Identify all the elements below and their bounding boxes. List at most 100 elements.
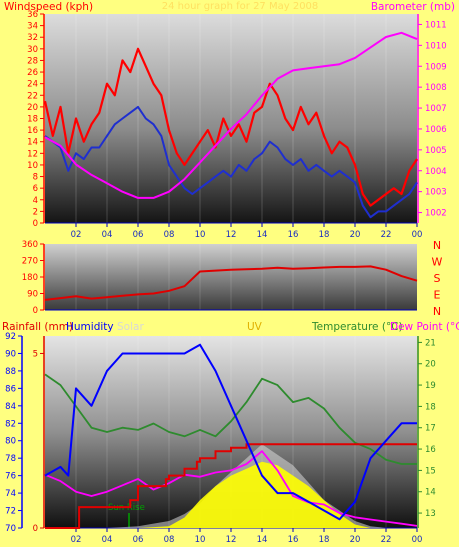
wind-x-tick-label: 22 [381,230,392,240]
rh-x-tick-label: 18 [319,535,330,543]
humidity-series [44,343,417,521]
temperature-tick-label: 20 [425,360,436,370]
humidity-axis-label: Humidity [66,321,114,333]
barometer-tick-label: 1008 [425,83,447,93]
wind-x-tick-label: 10 [195,230,206,240]
solar-label: Solar [117,321,144,333]
wind-x-tick-label: 06 [133,230,144,240]
windspeed-tick-label: 34 [27,22,38,32]
compass-letter-s: S [434,272,441,285]
compass-letter-n: N [433,305,441,318]
temperature-tick-label: 13 [425,509,436,519]
wind-x-tick-label: 18 [319,230,330,240]
wind-direction-series [44,265,418,301]
humidity-tick-label: 92 [5,332,16,342]
rh-x-tick-label: 00 [412,535,423,543]
temperature-series [44,373,417,465]
wind-x-tick-label: 04 [102,230,113,240]
windspeed-tick-label: 16 [27,126,38,136]
rh-x-tick-label: 08 [164,535,175,543]
direction-tick-label: 360 [22,240,38,250]
barometer-tick-label: 1009 [425,62,447,72]
windspeed-tick-label: 36 [27,10,38,20]
windspeed-tick-label: 20 [27,103,38,113]
temperature-axis-label: Temperature (°C) [311,321,403,333]
humidity-tick-label: 72 [5,507,16,517]
windspeed-tick-label: 22 [27,91,38,101]
direction-plot-area [45,244,417,310]
rainfall-axis-label: Rainfall (mm) [2,321,73,333]
direction-tick-label: 270 [22,257,38,267]
wind-x-tick-label: 12 [226,230,237,240]
wind-plot-area [45,14,417,223]
temperature-tick-label: 18 [425,402,436,412]
humidity-tick-label: 90 [5,349,16,359]
barometer-tick-label: 1010 [425,41,447,51]
uv-label: UV [247,321,263,333]
wind-x-tick-label: 08 [164,230,175,240]
barometer-tick-label: 1004 [425,167,447,177]
temperature-tick-label: 15 [425,466,436,476]
rh-x-tick-label: 10 [195,535,206,543]
compass-letter-n: N [433,239,441,252]
humidity-tick-label: 86 [5,384,16,394]
rh-x-tick-label: 16 [288,535,299,543]
rh-x-tick-label: 02 [71,535,82,543]
windspeed-tick-label: 30 [27,45,38,55]
windspeed-tick-label: 32 [27,33,38,43]
barometer-axis-label: Barometer (mb) [371,1,455,13]
rh-x-tick-label: 12 [226,535,237,543]
windspeed-tick-label: 0 [33,219,38,229]
wind-average-series [44,105,418,219]
compass-letter-e: E [434,289,441,302]
temperature-tick-label: 19 [425,381,436,391]
barometer-tick-label: 1011 [425,20,447,30]
humidity-tick-label: 88 [5,367,16,377]
windspeed-tick-label: 18 [27,115,38,125]
rh-x-tick-label: 06 [133,535,144,543]
temperature-tick-label: 17 [425,424,436,434]
barometer-tick-label: 1005 [425,146,447,156]
rainfall-series [45,443,417,529]
humidity-tick-label: 74 [5,489,16,499]
wind-x-tick-label: 20 [350,230,361,240]
barometer-series [44,31,418,199]
graph-title: 24 hour graph for 27 May 2008 [162,1,319,12]
wind-x-tick-label: 02 [71,230,82,240]
wind-x-tick-label: 16 [288,230,299,240]
rainfall-tick-label: 0 [33,524,38,534]
humidity-tick-label: 76 [5,472,16,482]
rainfall-tick-label: 5 [33,349,38,359]
compass-letter-w: W [432,256,443,269]
rh-x-tick-label: 04 [102,535,113,543]
windspeed-tick-label: 4 [33,196,38,206]
humidity-tick-label: 84 [5,402,16,412]
wind-x-tick-label: 00 [412,230,423,240]
temperature-tick-label: 14 [425,488,436,498]
humidity-tick-label: 82 [5,419,16,429]
humidity-tick-label: 78 [5,454,16,464]
windspeed-axis-label: Windspeed (kph) [4,1,93,13]
direction-tick-label: 0 [33,306,38,316]
humidity-tick-label: 80 [5,437,16,447]
windspeed-tick-label: 14 [27,138,38,148]
dewpoint-axis-label: Dew Point (°C) [390,321,459,333]
barometer-tick-label: 1006 [425,125,447,135]
windspeed-tick-label: 6 [33,184,38,194]
temperature-tick-label: 21 [425,338,436,348]
temperature-tick-label: 16 [425,445,436,455]
barometer-tick-label: 1003 [425,188,447,198]
rh-x-tick-label: 20 [350,535,361,543]
barometer-tick-label: 1002 [425,209,447,219]
windspeed-tick-label: 24 [27,80,38,90]
direction-tick-label: 90 [27,290,38,300]
windspeed-tick-label: 26 [27,68,38,78]
windspeed-tick-label: 28 [27,56,38,66]
windspeed-tick-label: 2 [33,207,38,217]
rh-x-tick-label: 22 [381,535,392,543]
windspeed-tick-label: 10 [27,161,38,171]
direction-tick-label: 180 [22,273,38,283]
humidity-tick-label: 70 [5,524,16,534]
